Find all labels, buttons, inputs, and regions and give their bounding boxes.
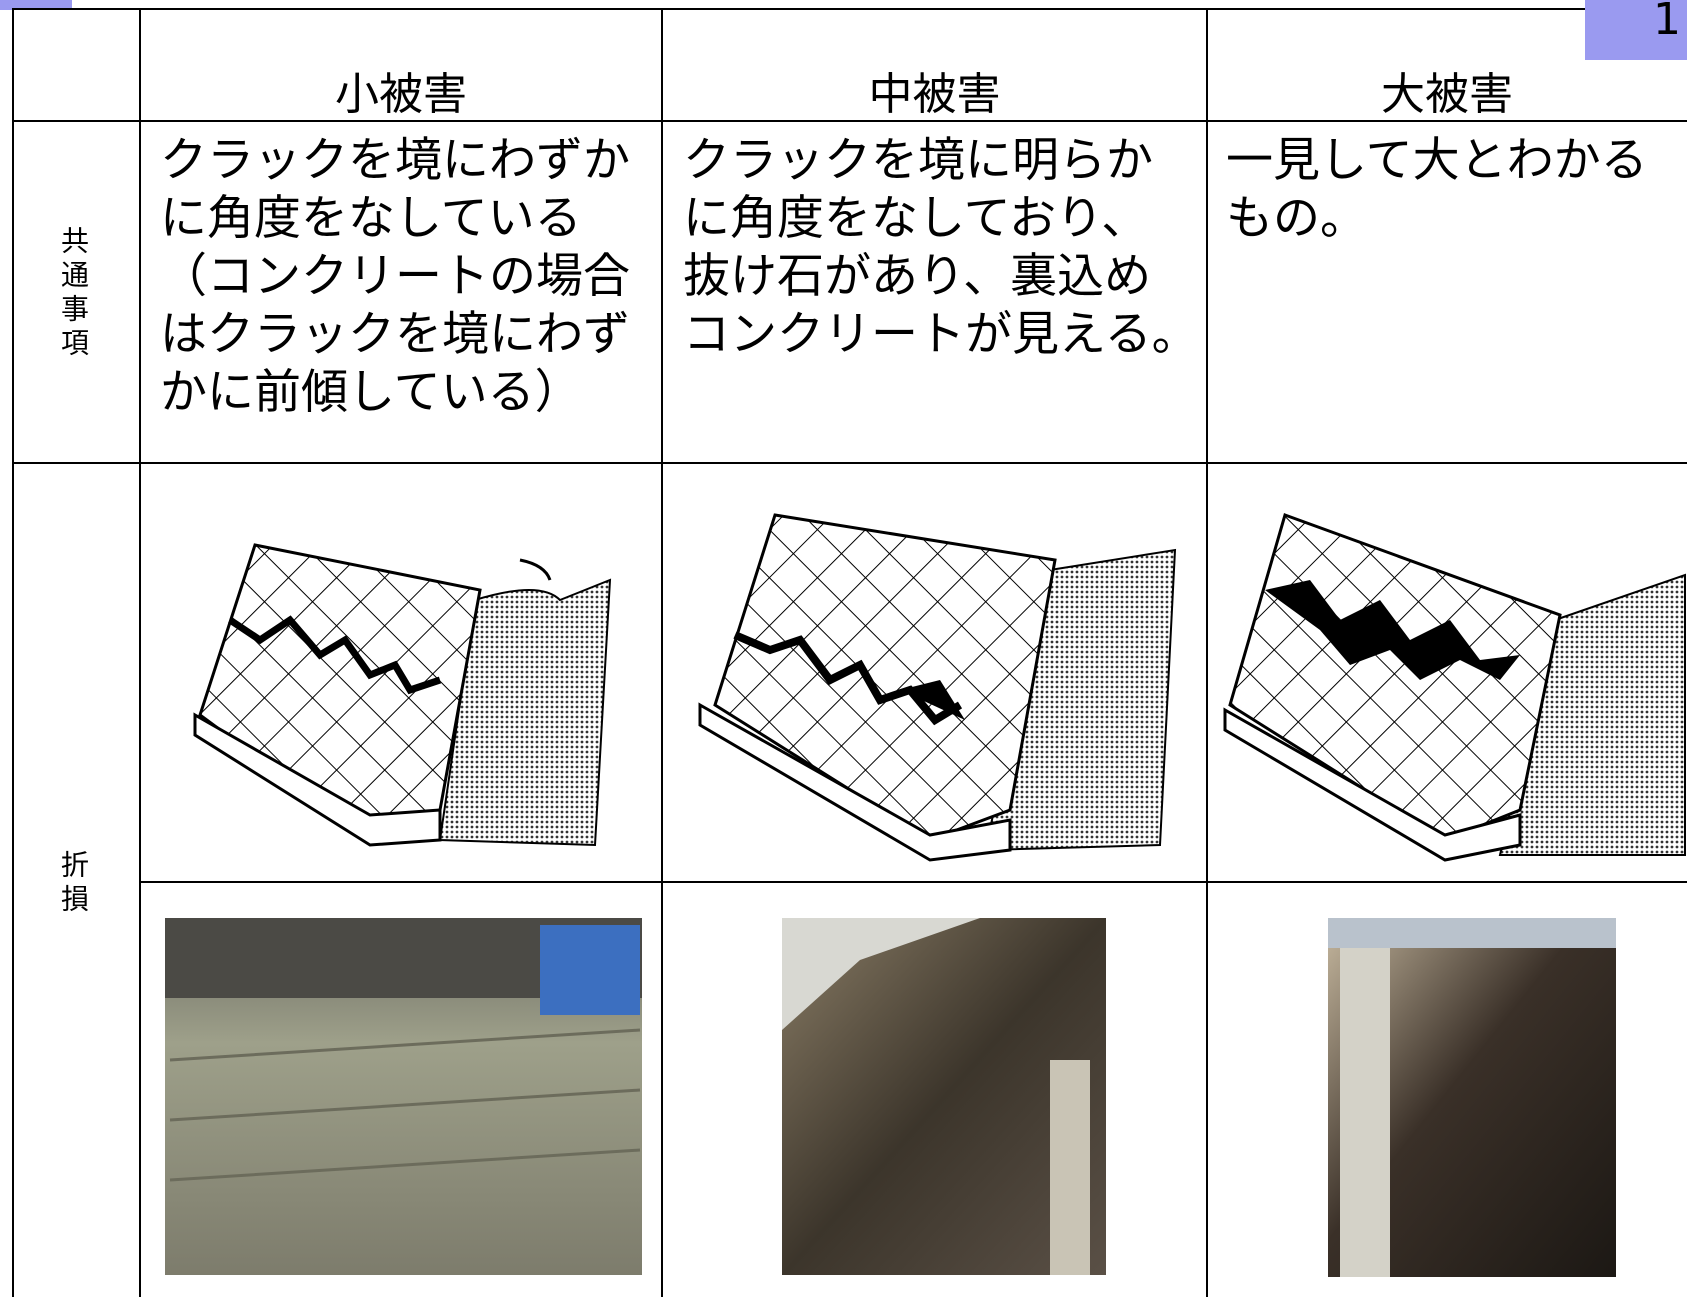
table-line bbox=[13, 8, 1585, 10]
cell-line: （コンクリートの場合 bbox=[160, 249, 630, 304]
cell-line: に角度をなしている bbox=[160, 191, 582, 246]
cell-text: 一見して大とわかる もの。 bbox=[1226, 132, 1648, 248]
cell-line: 一見して大とわかる bbox=[1226, 133, 1648, 188]
table-line bbox=[140, 881, 1687, 883]
table-line bbox=[13, 462, 1687, 464]
column-header: 大被害 bbox=[1381, 69, 1513, 120]
sketch-medium bbox=[698, 513, 1177, 862]
table-line bbox=[139, 8, 141, 1297]
sketch-large bbox=[1223, 513, 1686, 862]
column-header: 中被害 bbox=[868, 69, 1001, 120]
cell-line: クラックを境にわずか bbox=[160, 133, 630, 188]
row-label: 折損 bbox=[57, 850, 90, 918]
table-line bbox=[661, 8, 663, 1297]
page-number: 1 bbox=[1653, 0, 1681, 45]
cell-line: 抜け石があり、裏込め bbox=[683, 249, 1152, 304]
sketch-small bbox=[193, 543, 612, 847]
photo-small bbox=[165, 918, 642, 1275]
photo-large bbox=[1328, 918, 1616, 1277]
cell-line: クラックを境に明らか bbox=[683, 133, 1153, 188]
cell-line: もの。 bbox=[1226, 191, 1367, 246]
table-line bbox=[12, 8, 14, 1297]
cell-line: コンクリートが見える。 bbox=[683, 307, 1199, 362]
cell-line: はクラックを境にわず bbox=[160, 307, 630, 362]
cell-text: クラックを境にわずか に角度をなしている （コンクリートの場合 はクラックを境にわずか… bbox=[160, 132, 630, 422]
column-header: 小被害 bbox=[335, 69, 467, 120]
table-line bbox=[13, 120, 1687, 122]
photo-medium bbox=[782, 918, 1106, 1275]
cell-line: に角度をなしており、 bbox=[683, 191, 1149, 246]
page-number-box: 1 bbox=[1585, 0, 1687, 60]
row-label: 共通事項 bbox=[57, 226, 90, 362]
cell-line: かに前傾している） bbox=[160, 365, 582, 420]
table-line bbox=[1206, 8, 1208, 1297]
cell-text: クラックを境に明らか に角度をなしており、 抜け石があり、裏込め コンクリートが見える… bbox=[683, 132, 1199, 364]
corner-tab bbox=[0, 0, 72, 10]
